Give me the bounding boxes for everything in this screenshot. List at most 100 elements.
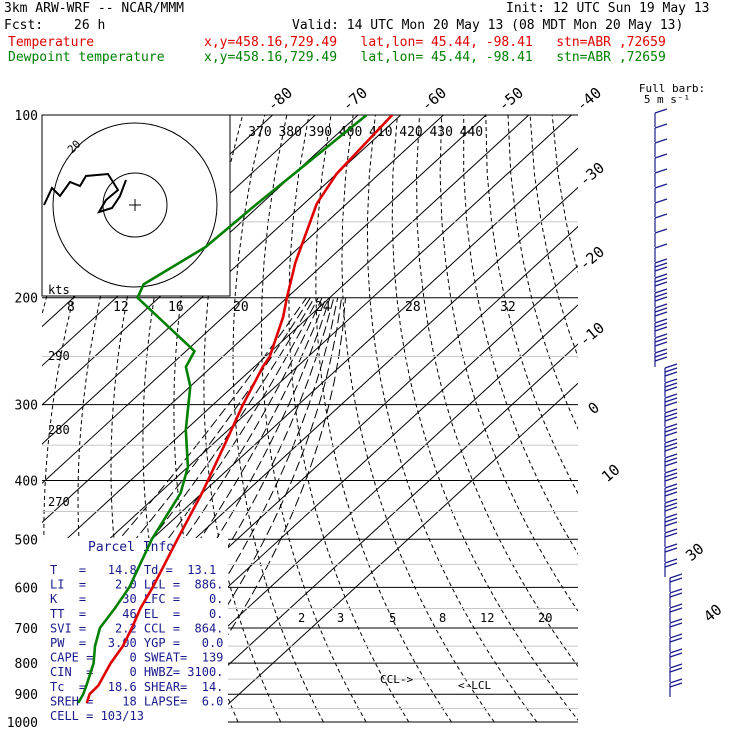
- pressure-tick-700: 700: [15, 622, 38, 637]
- wind-barb-flag: [654, 296, 668, 302]
- wind-barb-flag: [669, 592, 683, 598]
- wind-barb-flag: [669, 618, 683, 624]
- pressure-tick-200: 200: [15, 292, 38, 307]
- parcel-info-title: Parcel Info: [88, 540, 174, 555]
- temperature-point: [122, 645, 124, 647]
- wind-barb-flag: [669, 663, 683, 669]
- wind-barb-flag: [654, 348, 668, 354]
- sounding-series: [77, 115, 394, 704]
- temperature-point: [88, 693, 91, 695]
- isotherm: [42, 115, 572, 602]
- dewpoint-point: [256, 202, 258, 205]
- wind-barb-flag: [664, 468, 678, 474]
- wind-barb-flag: [664, 371, 678, 377]
- dewpoint-line: [77, 115, 368, 704]
- dewpoint-point: [179, 492, 182, 495]
- ccl-marker: CCL->: [380, 673, 413, 686]
- dewpoint-point: [365, 115, 368, 116]
- parcel-info-row: SVI = 2.2 CCL = 864.: [50, 621, 223, 635]
- dry-adiabat: [485, 115, 578, 495]
- theta-label: 370: [248, 125, 271, 140]
- wind-barb-flag: [664, 378, 678, 384]
- dry-adiabat: [341, 115, 495, 723]
- temperature-point: [262, 366, 264, 368]
- dewpoint-point: [189, 385, 192, 388]
- wind-barb-flag: [664, 386, 678, 392]
- dewpoint-point: [82, 693, 84, 695]
- dewpoint-point: [193, 350, 196, 353]
- dry-adiabat: [391, 115, 578, 721]
- wind-barb-flag: [664, 491, 678, 497]
- dewpoint-point: [185, 366, 187, 368]
- dewpoint-point: [94, 645, 96, 647]
- wind-barb-flag: [664, 446, 678, 452]
- dewpoint-point: [187, 466, 189, 468]
- mixing-ratio-label: 2: [298, 611, 305, 625]
- dry-adiabat: [529, 115, 578, 359]
- theta-label: 400: [339, 125, 362, 140]
- theta-label: 380: [278, 125, 301, 140]
- temperature-point: [286, 296, 288, 299]
- parcel-info-text: Parcel Info T = 14.8 Td = 13.1LI = 2.0 LC…: [50, 540, 223, 723]
- isotherm: [42, 115, 359, 406]
- wind-barb-flag: [654, 168, 668, 174]
- dewpoint-point: [85, 684, 88, 687]
- wind-barb-flag: [664, 453, 678, 459]
- wind-barb-flag: [654, 108, 668, 114]
- parcel-info-row: K = 30 LFC = 0.: [50, 592, 223, 606]
- model-title: 3km ARW-WRF -- NCAR/MMM: [4, 1, 185, 16]
- wind-barb-flag: [664, 472, 678, 478]
- wind-barb-flag: [654, 266, 668, 272]
- dewpoint-point: [99, 627, 101, 629]
- wind-barb-flag: [654, 198, 668, 204]
- wind-barb-flag: [654, 356, 668, 362]
- wind-barb-flag: [664, 363, 678, 369]
- temperature-tick-label: 30: [682, 539, 707, 564]
- pressure-tick-800: 800: [15, 657, 38, 672]
- wind-barb-flag: [664, 408, 678, 414]
- temperature-point: [242, 403, 244, 406]
- wind-barb-flag: [664, 562, 678, 568]
- dry-adiabat: [260, 115, 367, 723]
- barb-legend-units: 5 m s⁻¹: [644, 93, 690, 106]
- wind-barb-flag: [664, 506, 678, 512]
- temperature-point: [391, 115, 393, 116]
- wind-barb-flag: [654, 333, 668, 339]
- parcel-info-row: T = 14.8 Td = 13.1: [50, 563, 216, 577]
- wind-barb-flag: [664, 558, 678, 564]
- hodograph-ring-value: 20: [233, 300, 249, 315]
- wind-barb-flag: [654, 213, 668, 219]
- temperature-point: [201, 492, 203, 495]
- wind-barb-flag: [654, 303, 668, 309]
- wind-barb-flag: [669, 577, 683, 583]
- temperature-point: [151, 586, 154, 589]
- valid-time: Valid: 14 UTC Mon 20 May 13 (08 MDT Mon …: [292, 18, 684, 33]
- dry-adiabat: [288, 115, 410, 723]
- parcel-info-row: Tc = 18.6 SHEAR= 14.: [50, 680, 223, 694]
- parcel-info-row: SREH = 18 LAPSE= 6.0: [50, 694, 223, 708]
- theta-label: 390: [309, 125, 332, 140]
- mixing-ratio-label: 32: [500, 300, 516, 315]
- wind-barb-flag: [654, 288, 668, 294]
- wind-barb-flag: [664, 382, 678, 388]
- wind-barb-flag: [669, 682, 683, 688]
- wind-barb-flag: [654, 153, 668, 159]
- wind-barb-flag: [669, 607, 683, 613]
- wind-barb-flag: [654, 123, 668, 129]
- theta-label: 420: [399, 125, 422, 140]
- dry-adiabat: [507, 115, 578, 430]
- wind-barb-flag: [654, 337, 668, 343]
- temperature-legend-label: Temperature: [8, 35, 95, 50]
- mixing-ratio-label: 5: [389, 611, 396, 625]
- moist-adiabat: [42, 297, 311, 650]
- temperature-line: [85, 115, 394, 703]
- wind-barb-flag: [654, 262, 668, 268]
- wind-barb-flag: [664, 397, 678, 403]
- temperature-point: [294, 261, 297, 264]
- wind-barb-flag: [664, 427, 678, 433]
- hodograph-ring-value: 8: [67, 300, 75, 315]
- wind-barb-flag: [654, 341, 668, 347]
- wind-barb-flag: [664, 438, 678, 444]
